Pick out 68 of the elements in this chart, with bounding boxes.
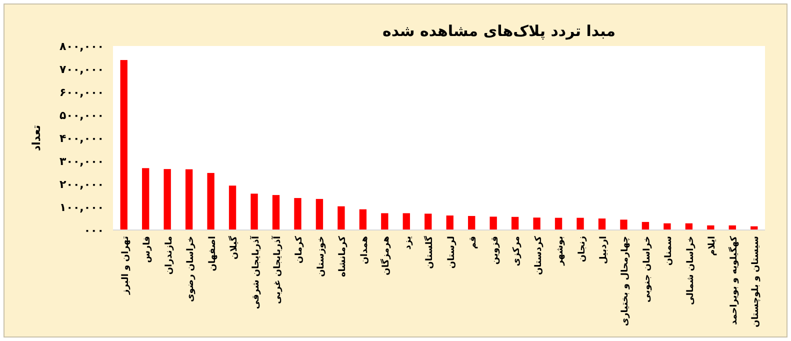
y-tick-label: ۵۰۰,۰۰۰ xyxy=(60,109,104,122)
x-tick-label: چهارمحال و بختیاری xyxy=(620,236,631,326)
x-tick-label: آذربایجان شرقی xyxy=(249,235,262,310)
x-tick-label: قزوین xyxy=(490,236,500,265)
x-tick-label: ایلام xyxy=(708,236,718,256)
y-tick-label: ۳۰۰,۰۰۰ xyxy=(60,155,104,168)
bar xyxy=(554,218,562,230)
y-tick-label: ۰۰۰ xyxy=(84,224,104,237)
bar xyxy=(381,213,388,230)
x-tick-label: کرمانشاه xyxy=(338,235,348,278)
x-tick-label: خوزستان xyxy=(316,236,326,277)
bar xyxy=(207,172,214,230)
chart-title: مبدا تردد پلاک‌های مشاهده شده xyxy=(382,22,616,40)
bar xyxy=(402,213,410,230)
x-tick-label: کردستان xyxy=(534,235,544,276)
bar xyxy=(424,214,432,230)
bar xyxy=(576,218,584,230)
x-tick-label: بوشهر xyxy=(556,236,566,266)
bar xyxy=(468,216,476,230)
x-tick-label: فارس xyxy=(142,236,153,263)
y-tick-label: ۷۰۰,۰۰۰ xyxy=(60,63,104,76)
x-tick-label: تهران و البرز xyxy=(120,236,131,296)
x-tick-label: هرمزگان xyxy=(380,236,392,276)
y-tick-label: ۶۰۰,۰۰۰ xyxy=(60,86,104,99)
x-tick-label: خراسان شمالی xyxy=(686,236,696,305)
bar xyxy=(142,168,150,230)
x-tick-label: زنجان xyxy=(577,236,588,262)
bar xyxy=(490,216,497,230)
x-tick-label: اردبیل xyxy=(599,236,609,264)
bar xyxy=(294,198,302,230)
x-tick-label: همدان xyxy=(360,236,370,264)
bar xyxy=(707,225,714,230)
bar xyxy=(185,169,193,230)
x-tick-label: گلستان xyxy=(423,235,436,269)
bar xyxy=(598,218,606,230)
y-tick-label: ۲۰۰,۰۰۰ xyxy=(60,178,104,191)
bar xyxy=(664,223,671,230)
x-tick-label: لرستان xyxy=(446,236,457,269)
x-tick-label: سمنان xyxy=(664,236,674,266)
x-tick-label: سیستان و بلوچستان xyxy=(751,236,762,328)
x-tick-label: مازندران xyxy=(164,236,174,275)
bar xyxy=(511,216,519,230)
bar xyxy=(338,206,345,230)
x-tick-label: آذربایجان غربی xyxy=(271,235,283,304)
bar xyxy=(272,195,280,230)
y-tick-label: ۱۰۰,۰۰۰ xyxy=(60,201,104,214)
x-tick-label: گیلان xyxy=(228,235,240,260)
y-tick-label: ۸۰۰,۰۰۰ xyxy=(60,40,104,53)
x-tick-label: کرمان xyxy=(294,235,305,264)
y-axis-title: تعداد xyxy=(30,124,43,152)
x-tick-label: قم xyxy=(468,236,479,249)
bar xyxy=(446,216,454,230)
y-tick-label: ۴۰۰,۰۰۰ xyxy=(60,132,104,145)
bar xyxy=(120,60,128,230)
bar xyxy=(164,169,171,230)
x-tick-label: اصفهان xyxy=(208,236,218,272)
bar xyxy=(228,186,236,230)
bar xyxy=(316,198,324,230)
x-tick-label: یزد xyxy=(403,236,414,250)
bar xyxy=(359,209,367,230)
bar xyxy=(533,218,540,230)
x-tick-label: مرکزی xyxy=(512,236,522,266)
x-tick-label: خراسان رضوی xyxy=(186,236,196,302)
x-tick-label: کهگیلویه و بویراحمد xyxy=(727,235,740,325)
bar xyxy=(642,222,650,230)
x-tick-label: خراسان جنوبی xyxy=(642,236,652,303)
bar xyxy=(620,220,628,230)
bar xyxy=(250,194,258,230)
